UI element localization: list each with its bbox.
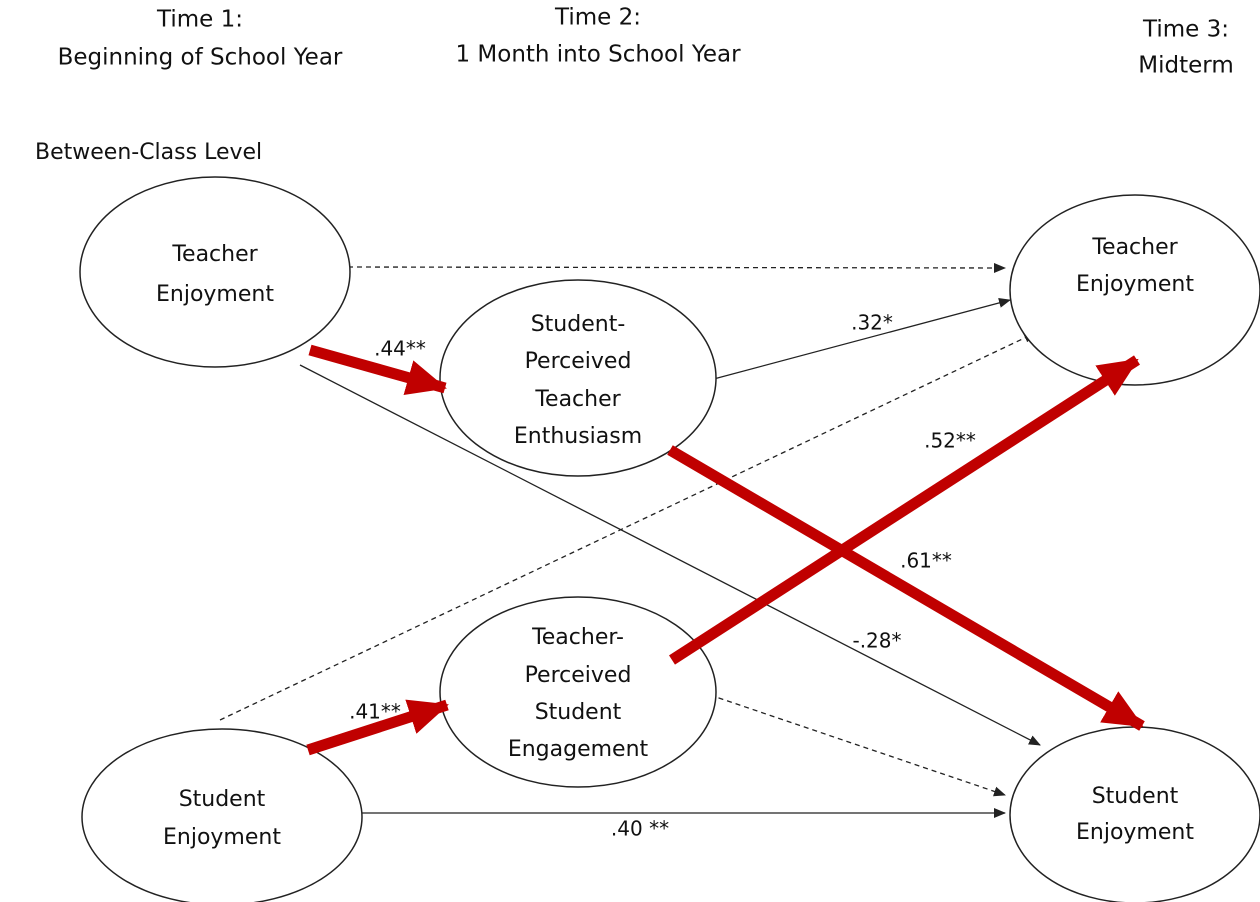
node <box>81 728 363 902</box>
edge-emphasis <box>667 445 1145 731</box>
node-label: Teacher <box>1091 235 1178 260</box>
node-label: Perceived <box>525 349 632 374</box>
node-label: Enthusiasm <box>514 424 642 449</box>
node <box>1009 726 1260 902</box>
node <box>439 596 717 788</box>
node-label: Student <box>535 700 622 725</box>
edge-label: -.28* <box>852 629 901 653</box>
edge-label: .52** <box>924 429 976 453</box>
edge <box>219 332 1036 721</box>
edge-label: .40 ** <box>611 817 669 841</box>
node-label: Student- <box>531 312 626 337</box>
node-label: Enjoyment <box>156 282 274 307</box>
edge <box>347 262 1006 273</box>
node-label: Enjoyment <box>1076 820 1194 845</box>
edge-label: .44** <box>374 337 426 361</box>
edge-label: .41** <box>349 700 401 724</box>
node <box>79 176 351 368</box>
node-label: Perceived <box>525 663 632 688</box>
node-label: Student <box>1092 784 1179 809</box>
node-label: Teacher <box>534 387 621 412</box>
node-label: Enjoyment <box>1076 272 1194 297</box>
header: Time 1: <box>156 7 243 33</box>
header: Time 3: <box>1142 17 1229 43</box>
edge-label: .32* <box>851 311 893 335</box>
edge <box>709 298 1011 381</box>
edge-emphasis <box>306 699 449 756</box>
edge <box>299 364 1041 746</box>
node-label: Student <box>179 787 266 812</box>
edge-emphasis <box>669 355 1140 665</box>
header: Beginning of School Year <box>58 45 343 71</box>
node-label: Enjoyment <box>163 825 281 850</box>
level-label: Between-Class Level <box>35 140 262 165</box>
header: 1 Month into School Year <box>455 42 741 68</box>
node-label: Teacher <box>171 242 258 267</box>
node-label: Teacher- <box>531 625 624 650</box>
header: Time 2: <box>554 5 641 31</box>
edge-label: .61** <box>900 549 952 573</box>
header: Midterm <box>1138 53 1233 79</box>
edge <box>709 694 1006 797</box>
edge-emphasis <box>308 344 447 396</box>
node-label: Engagement <box>508 737 649 762</box>
